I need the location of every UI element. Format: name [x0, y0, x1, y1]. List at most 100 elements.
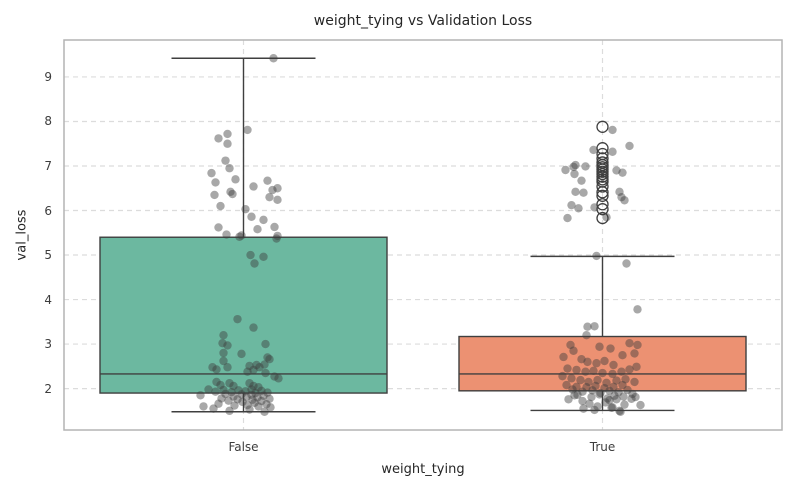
strip-point — [622, 259, 631, 268]
strip-point — [243, 125, 252, 135]
outlier-circle — [596, 203, 609, 216]
strip-point — [249, 323, 258, 332]
strip-point — [223, 363, 232, 372]
box-false — [99, 236, 388, 394]
strip-point — [260, 360, 269, 369]
strip-point — [579, 404, 588, 413]
strip-point — [609, 382, 618, 392]
outlier-circle — [596, 142, 609, 155]
strip-point — [569, 346, 578, 355]
strip-point — [607, 403, 616, 412]
y-tick-label: 3 — [44, 337, 52, 352]
strip-point — [253, 225, 262, 234]
y-tick-label: 7 — [44, 158, 52, 173]
strip-point — [252, 360, 261, 370]
strip-point — [608, 403, 617, 412]
strip-point — [596, 388, 605, 398]
strip-point — [625, 141, 634, 151]
strip-point — [633, 305, 642, 314]
strip-point — [606, 344, 615, 353]
strip-point — [571, 160, 580, 170]
x-tick-label-true: True — [589, 440, 616, 454]
box-true — [458, 335, 747, 392]
strip-point — [223, 341, 232, 350]
strip-point — [272, 234, 281, 243]
outlier-circle — [596, 198, 609, 211]
strip-point — [559, 352, 568, 362]
strip-point — [563, 213, 572, 223]
strip-point — [268, 185, 277, 195]
strip-point — [221, 389, 230, 399]
strip-point — [621, 375, 630, 384]
strip-point — [608, 147, 617, 156]
strip-point — [636, 400, 645, 410]
strip-point — [273, 184, 282, 193]
strip-point — [620, 196, 629, 205]
strip-point — [245, 361, 254, 371]
y-tick-label: 8 — [44, 114, 52, 129]
strip-point — [625, 338, 634, 348]
strip-point — [631, 392, 640, 402]
strip-point — [233, 314, 242, 324]
strip-point — [253, 393, 262, 402]
strip-point — [204, 385, 213, 394]
strip-point — [257, 386, 266, 396]
strip-point — [576, 375, 585, 385]
strip-point — [595, 390, 604, 399]
strip-point — [246, 250, 255, 260]
strip-point — [270, 222, 279, 232]
strip-point — [570, 391, 579, 400]
strip-point — [216, 380, 225, 390]
y-tick-label: 5 — [44, 248, 52, 263]
strip-point — [199, 402, 208, 411]
strip-point — [265, 192, 274, 202]
strip-point — [590, 322, 599, 331]
strip-point — [247, 385, 256, 394]
strip-point — [618, 351, 627, 360]
strip-point — [609, 360, 618, 370]
strip-point — [266, 403, 275, 412]
strip-point — [581, 367, 590, 376]
strip-point — [605, 386, 614, 396]
strip-point — [617, 367, 626, 376]
strip-point — [619, 392, 628, 401]
strip-point — [632, 362, 641, 371]
strip-point — [612, 166, 621, 175]
strip-point — [260, 407, 269, 416]
strip-point — [214, 134, 223, 143]
strip-point — [223, 129, 232, 139]
strip-point — [574, 204, 583, 213]
strip-point — [610, 391, 619, 400]
strip-point — [590, 405, 599, 415]
strip-point — [251, 388, 260, 398]
strip-point — [600, 356, 609, 366]
strip-point — [259, 252, 268, 262]
plot-border — [63, 39, 783, 431]
strip-point — [595, 342, 604, 351]
strip-point — [563, 364, 572, 373]
outlier-circle — [596, 186, 609, 199]
strip-point — [581, 162, 590, 171]
strip-point — [216, 201, 225, 211]
strip-point — [570, 169, 579, 179]
strip-point — [214, 399, 223, 408]
strip-point — [603, 394, 612, 403]
strip-point — [584, 377, 593, 387]
strip-point — [577, 176, 586, 185]
strip-point — [582, 330, 591, 340]
strip-point — [620, 400, 629, 409]
strip-point — [274, 374, 283, 383]
strip-point — [612, 376, 621, 385]
strip-point — [225, 164, 234, 173]
strip-point — [234, 386, 243, 395]
strip-point — [589, 145, 598, 155]
strip-point — [265, 355, 274, 364]
strip-point — [219, 356, 228, 366]
strip-point — [229, 392, 238, 401]
strip-point — [229, 381, 238, 391]
strip-point — [623, 385, 632, 395]
strip-point — [245, 379, 254, 388]
y-tick-label: 6 — [44, 203, 52, 218]
